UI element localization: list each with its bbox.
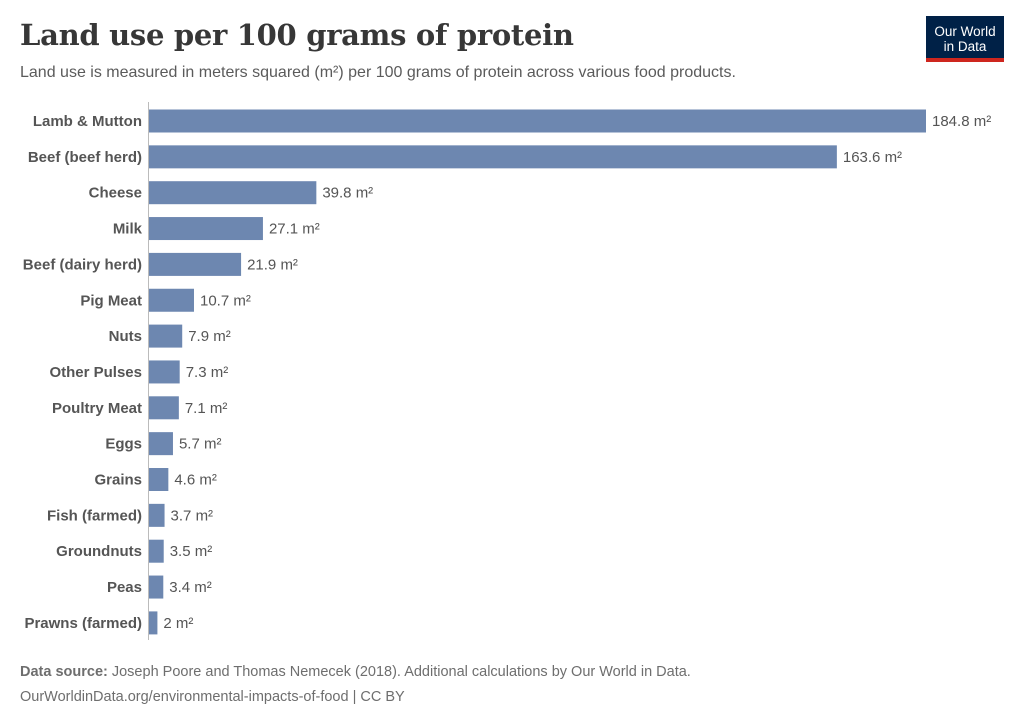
category-label: Beef (dairy herd) xyxy=(23,256,142,273)
source-text: Joseph Poore and Thomas Nemecek (2018). … xyxy=(107,664,691,680)
bar[interactable] xyxy=(149,288,194,312)
category-label: Cheese xyxy=(89,185,142,202)
category-label: Lamb & Mutton xyxy=(33,113,142,130)
chart-title: Land use per 100 grams of protein xyxy=(20,18,574,52)
bar[interactable] xyxy=(149,575,164,599)
bar[interactable] xyxy=(149,468,169,491)
chart-subtitle: Land use is measured in meters squared (… xyxy=(20,64,736,81)
data-source: Data source: Joseph Poore and Thomas Nem… xyxy=(20,660,691,685)
data-label: 5.7 m² xyxy=(179,436,222,453)
category-label: Pig Meat xyxy=(80,292,142,309)
data-label: 184.8 m² xyxy=(932,113,991,130)
source-link[interactable]: OurWorldinData.org/environmental-impacts… xyxy=(20,689,405,705)
logo-line-1: Our World xyxy=(934,24,996,39)
category-label: Peas xyxy=(107,579,142,596)
category-label: Grains xyxy=(94,472,142,489)
category-label: Fish (farmed) xyxy=(47,507,142,524)
bar[interactable] xyxy=(149,432,173,456)
bar[interactable] xyxy=(149,145,837,169)
category-label: Eggs xyxy=(105,436,142,453)
data-label: 3.4 m² xyxy=(169,579,212,596)
bar[interactable] xyxy=(149,360,180,384)
data-label: 7.3 m² xyxy=(186,364,229,381)
category-label: Beef (beef herd) xyxy=(28,149,142,166)
data-label: 3.5 m² xyxy=(170,543,213,560)
owid-logo[interactable]: Our World in Data xyxy=(926,16,1004,62)
bar[interactable] xyxy=(149,396,179,420)
data-label: 39.8 m² xyxy=(322,185,373,202)
bar[interactable] xyxy=(149,503,165,527)
category-label: Other Pulses xyxy=(49,364,142,381)
data-label: 7.1 m² xyxy=(185,400,228,417)
data-label: 7.9 m² xyxy=(188,328,231,345)
data-label: 163.6 m² xyxy=(843,149,902,166)
bar[interactable] xyxy=(149,217,263,241)
data-label: 4.6 m² xyxy=(174,472,217,489)
source-label: Data source: xyxy=(20,664,108,680)
data-label: 10.7 m² xyxy=(200,292,251,309)
category-label: Milk xyxy=(113,221,143,238)
bar[interactable] xyxy=(149,539,164,563)
bar[interactable] xyxy=(149,611,158,635)
category-label: Prawns (farmed) xyxy=(24,615,142,632)
data-label: 27.1 m² xyxy=(269,221,320,238)
data-label: 2 m² xyxy=(163,615,193,632)
category-label: Poultry Meat xyxy=(52,400,142,417)
data-label: 3.7 m² xyxy=(171,507,214,524)
footer: Data source: Joseph Poore and Thomas Nem… xyxy=(20,660,691,710)
bar[interactable] xyxy=(149,109,926,133)
bar[interactable] xyxy=(149,252,242,276)
bar-chart: Lamb & Mutton 184.8 m² Beef (beef herd) 163… xyxy=(23,102,991,640)
data-label: 21.9 m² xyxy=(247,256,298,273)
category-label: Nuts xyxy=(109,328,142,345)
category-label: Groundnuts xyxy=(56,543,142,560)
bar[interactable] xyxy=(149,181,317,205)
bar[interactable] xyxy=(149,324,183,348)
logo-line-2: in Data xyxy=(943,39,987,54)
